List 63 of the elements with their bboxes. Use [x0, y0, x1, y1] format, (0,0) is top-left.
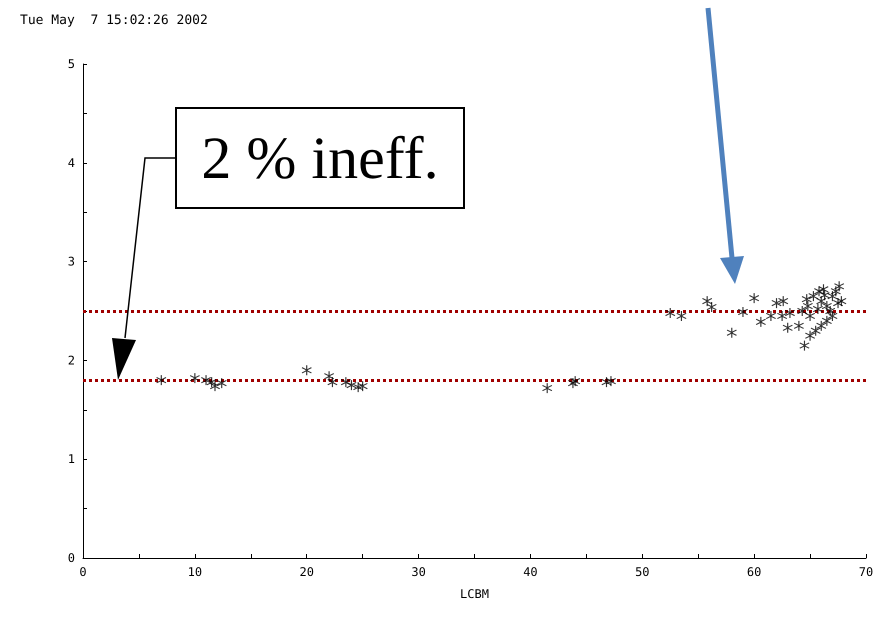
point [756, 316, 766, 327]
point [805, 310, 816, 321]
point [810, 326, 821, 336]
y-tick-label: 3 [68, 254, 75, 269]
point [782, 322, 793, 333]
text: Tue May 7 15:02:26 2002 [20, 13, 208, 28]
point [706, 302, 717, 312]
x-tick-label: 70 [858, 565, 874, 579]
point [822, 316, 832, 326]
annotation: 2 % ineff. [201, 125, 439, 191]
point [676, 310, 686, 321]
point [201, 375, 212, 386]
point [302, 365, 312, 376]
point [542, 383, 552, 394]
point [830, 286, 841, 296]
point [827, 310, 838, 321]
point [836, 296, 846, 306]
point [216, 378, 227, 388]
point [816, 320, 826, 331]
point [665, 308, 676, 318]
x-tick-label: 40 [523, 565, 538, 579]
x-axis-title: LCBM [460, 587, 489, 601]
point [772, 298, 782, 308]
point [778, 296, 788, 306]
x-tick-label: 30 [411, 565, 426, 579]
point [816, 296, 826, 306]
point [327, 377, 338, 388]
point [324, 371, 334, 382]
point [805, 330, 816, 341]
point [799, 340, 810, 351]
point [812, 304, 823, 314]
y-tick-label: 1 [68, 452, 75, 466]
point [808, 291, 818, 302]
point [820, 290, 830, 300]
point [825, 306, 836, 316]
point [190, 373, 200, 384]
point [210, 381, 220, 392]
y-tick-label: 0 [68, 551, 75, 565]
point [766, 310, 776, 321]
point [784, 308, 795, 318]
point [777, 310, 788, 321]
point [606, 376, 616, 386]
point [802, 294, 812, 304]
x-tick-label: 10 [188, 565, 202, 579]
point [570, 376, 580, 386]
point [749, 293, 760, 304]
x-tick-label: 60 [746, 565, 762, 579]
point [818, 284, 828, 294]
point [794, 320, 804, 331]
point [726, 328, 737, 338]
point [738, 306, 748, 317]
point [834, 281, 844, 292]
point [156, 375, 166, 386]
y-tick-label: 5 [68, 57, 75, 71]
x-tick-label: 0 [79, 565, 87, 579]
y-tick-label: 2 [68, 353, 75, 368]
point [797, 306, 808, 316]
x-tick-label: 50 [635, 565, 650, 579]
point [358, 381, 368, 392]
point [802, 301, 813, 312]
x-tick-label: 20 [299, 565, 314, 579]
point [346, 380, 356, 390]
y-tick-label: 4 [68, 156, 75, 170]
